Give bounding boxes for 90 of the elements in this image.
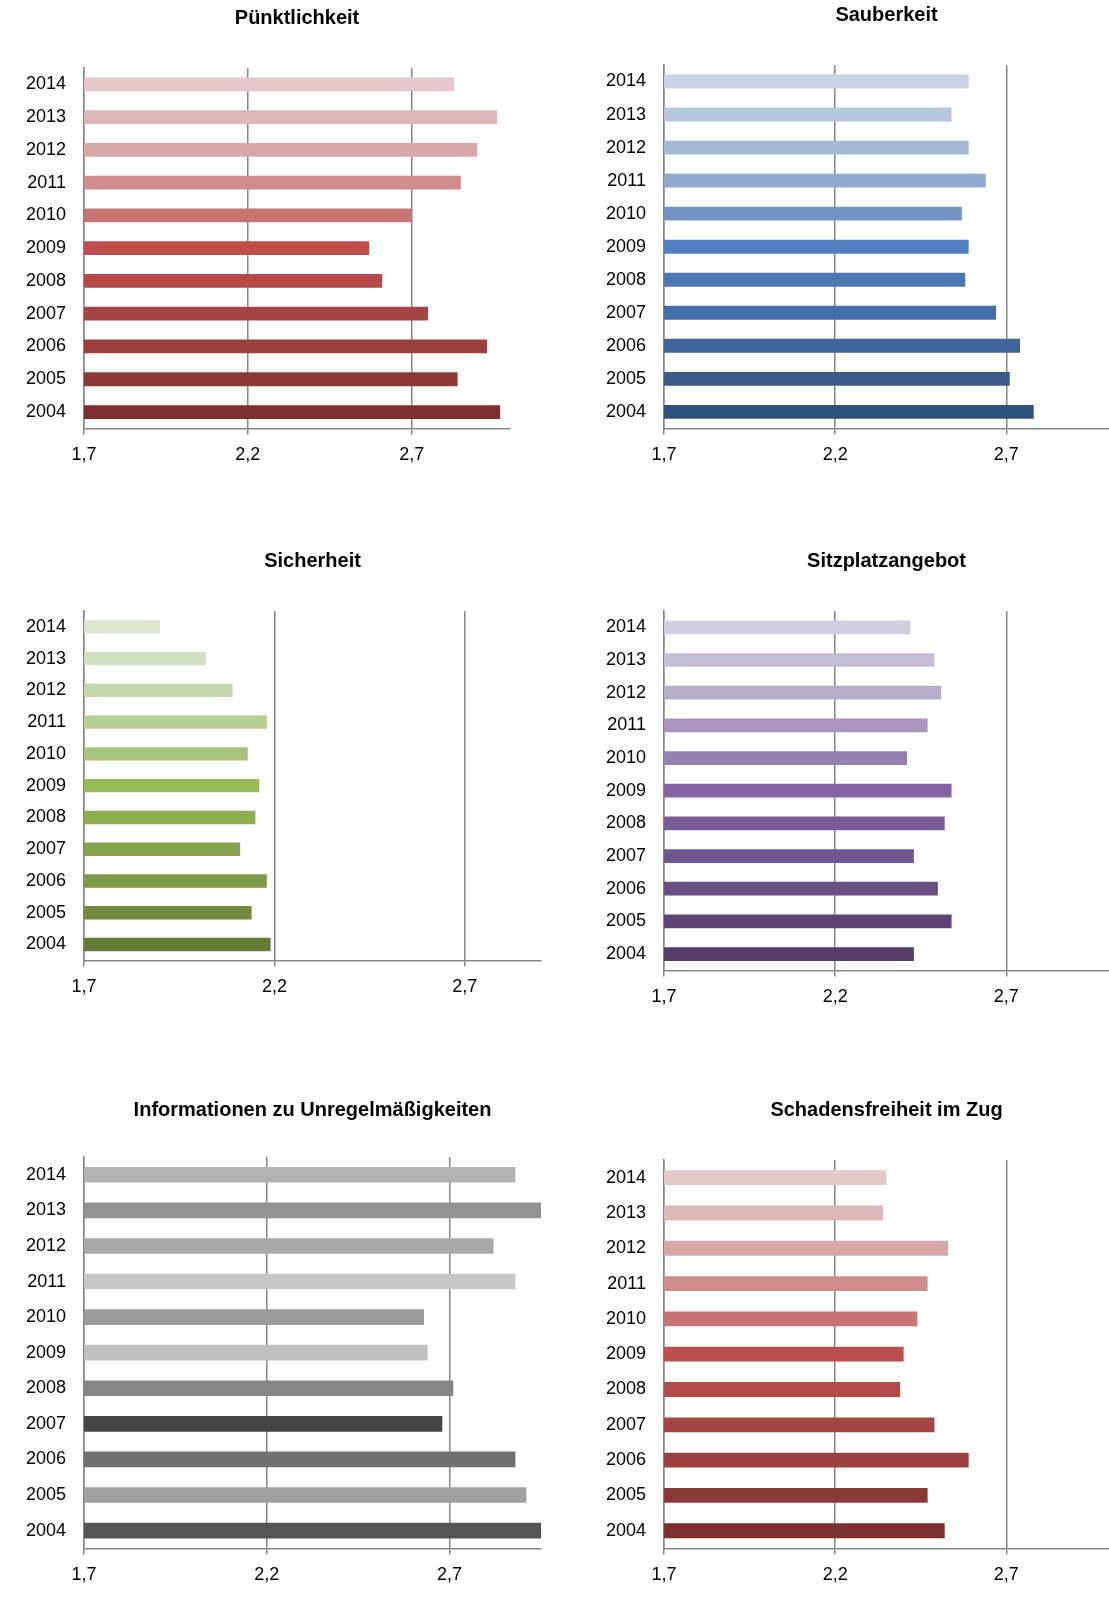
y-tick-label: 2009 bbox=[606, 779, 647, 800]
y-tick-label: 2004 bbox=[26, 933, 67, 954]
y-tick-label: 2004 bbox=[606, 1519, 647, 1540]
y-tick-label: 2009 bbox=[606, 1343, 647, 1364]
x-tick-label: 2,2 bbox=[254, 1564, 280, 1585]
y-tick-label: 2014 bbox=[26, 1163, 67, 1184]
y-tick-label: 2007 bbox=[26, 1412, 67, 1433]
y-tick-label: 2005 bbox=[606, 910, 647, 931]
y-tick-label: 2007 bbox=[606, 1413, 647, 1434]
y-tick-label: 2008 bbox=[606, 812, 647, 833]
chart-title: Sicherheit bbox=[264, 548, 362, 571]
y-tick-label: 2013 bbox=[26, 1199, 67, 1220]
x-tick-label: 2,7 bbox=[993, 1564, 1019, 1585]
y-tick-label: 2014 bbox=[606, 616, 647, 637]
y-tick-label: 2008 bbox=[26, 269, 67, 290]
x-tick-label: 2,7 bbox=[452, 976, 478, 997]
y-tick-label: 2008 bbox=[606, 268, 647, 289]
y-tick-label: 2004 bbox=[606, 943, 647, 964]
y-tick-label: 2012 bbox=[26, 1234, 67, 1255]
y-tick-label: 2006 bbox=[606, 1449, 647, 1470]
x-tick-label: 2,2 bbox=[822, 1564, 848, 1585]
x-tick-label: 2,7 bbox=[993, 986, 1019, 1007]
y-tick-label: 2007 bbox=[606, 845, 647, 866]
y-tick-label: 2009 bbox=[26, 774, 67, 795]
y-tick-label: 2012 bbox=[26, 679, 67, 700]
y-tick-label: 2013 bbox=[26, 647, 67, 668]
y-tick-label: 2007 bbox=[26, 838, 67, 859]
y-tick-label: 2010 bbox=[606, 202, 647, 223]
y-tick-label: 2007 bbox=[606, 301, 647, 322]
y-tick-label: 2004 bbox=[26, 400, 67, 421]
y-tick-label: 2007 bbox=[26, 302, 67, 323]
y-tick-label: 2005 bbox=[606, 367, 647, 388]
y-tick-label: 2014 bbox=[606, 70, 647, 91]
chart-title: Schadensfreiheit im Zug bbox=[770, 1097, 1003, 1120]
y-tick-label: 2011 bbox=[607, 1272, 647, 1293]
y-tick-label: 2010 bbox=[26, 204, 67, 225]
x-tick-label: 2,7 bbox=[437, 1564, 463, 1585]
chart-title: Pünktlichkeit bbox=[234, 5, 360, 28]
y-tick-label: 2012 bbox=[26, 138, 67, 159]
y-tick-label: 2005 bbox=[606, 1484, 647, 1505]
y-tick-label: 2010 bbox=[606, 1307, 647, 1328]
x-tick-label: 1,7 bbox=[651, 1564, 677, 1585]
y-tick-label: 2012 bbox=[606, 1237, 647, 1258]
y-tick-label: 2011 bbox=[27, 711, 67, 732]
y-tick-label: 2013 bbox=[606, 103, 647, 124]
y-tick-label: 2009 bbox=[26, 237, 67, 258]
y-tick-label: 2009 bbox=[606, 235, 647, 256]
y-tick-label: 2011 bbox=[27, 1270, 67, 1291]
y-tick-label: 2008 bbox=[26, 1377, 67, 1398]
x-tick-label: 2,2 bbox=[822, 444, 848, 465]
chart-title: Informationen zu Unregelmäßigkeiten bbox=[133, 1097, 492, 1120]
y-tick-label: 2006 bbox=[606, 877, 647, 898]
x-tick-label: 2,7 bbox=[399, 444, 425, 465]
y-tick-label: 2010 bbox=[26, 1306, 67, 1327]
y-tick-label: 2014 bbox=[26, 73, 67, 94]
x-tick-label: 1,7 bbox=[71, 444, 97, 465]
y-tick-label: 2008 bbox=[26, 806, 67, 827]
chart-title: Sauberkeit bbox=[835, 2, 938, 25]
x-tick-label: 2,7 bbox=[993, 444, 1019, 465]
y-tick-label: 2011 bbox=[607, 714, 647, 735]
y-tick-label: 2009 bbox=[26, 1341, 67, 1362]
x-tick-label: 1,7 bbox=[651, 986, 677, 1007]
y-tick-label: 2011 bbox=[27, 171, 67, 192]
x-tick-label: 1,7 bbox=[71, 976, 97, 997]
y-tick-label: 2006 bbox=[26, 869, 67, 890]
chart-title: Sitzplatzangebot bbox=[807, 548, 967, 571]
y-tick-label: 2014 bbox=[606, 1166, 647, 1187]
y-tick-label: 2006 bbox=[606, 334, 647, 355]
y-tick-label: 2014 bbox=[26, 615, 67, 636]
y-tick-label: 2013 bbox=[606, 1201, 647, 1222]
y-tick-label: 2004 bbox=[606, 400, 647, 421]
y-tick-label: 2004 bbox=[26, 1519, 67, 1540]
y-tick-label: 2010 bbox=[26, 742, 67, 763]
y-tick-label: 2006 bbox=[26, 1448, 67, 1469]
y-tick-label: 2005 bbox=[26, 368, 67, 389]
y-tick-label: 2013 bbox=[26, 106, 67, 127]
x-tick-label: 2,2 bbox=[261, 976, 287, 997]
y-tick-label: 2013 bbox=[606, 648, 647, 669]
y-tick-label: 2012 bbox=[606, 681, 647, 702]
y-tick-label: 2005 bbox=[26, 1484, 67, 1504]
y-tick-label: 2006 bbox=[26, 335, 67, 356]
x-tick-label: 2,2 bbox=[822, 986, 848, 1007]
x-tick-label: 1,7 bbox=[651, 444, 677, 465]
y-tick-label: 2010 bbox=[606, 747, 647, 767]
y-tick-label: 2008 bbox=[606, 1378, 647, 1399]
y-tick-label: 2011 bbox=[607, 169, 647, 190]
x-tick-label: 2,2 bbox=[235, 444, 261, 465]
y-tick-label: 2012 bbox=[606, 136, 647, 157]
x-tick-label: 1,7 bbox=[71, 1564, 97, 1585]
y-tick-label: 2005 bbox=[26, 901, 67, 922]
